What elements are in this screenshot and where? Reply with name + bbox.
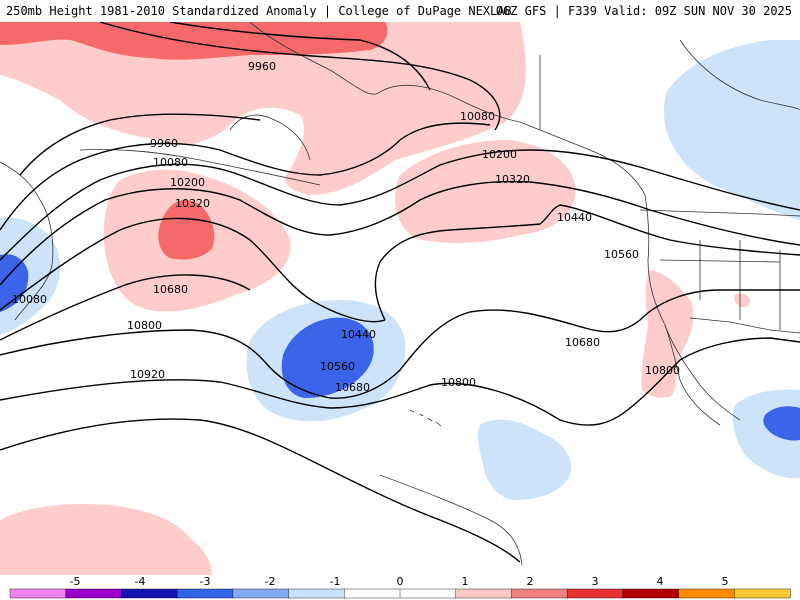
negative-anomaly-region: [664, 40, 800, 220]
contour-line: [0, 289, 800, 399]
colorbar-segment: [344, 588, 401, 599]
contour-line: [0, 149, 800, 261]
colorbar-tick-label: 2: [527, 575, 534, 588]
colorbar-tick-label: 3: [592, 575, 599, 588]
header-bar: 250mb Height 1981-2010 Standardized Anom…: [0, 0, 800, 22]
contour-label: 10440: [341, 328, 376, 341]
contour-line: [0, 217, 386, 323]
contour-line: [0, 122, 491, 231]
coastline-alaska: [249, 22, 521, 123]
hudson-bay-coast: [679, 39, 800, 111]
strong-negative-anomaly-region: [281, 317, 374, 398]
colorbar-segment: [121, 588, 178, 599]
colorbar-segments: [9, 588, 791, 599]
positive-anomaly-region: [641, 270, 694, 398]
contour-label: 10320: [175, 197, 210, 210]
contour-label: 9960: [150, 137, 178, 150]
contour-label: 10680: [153, 283, 188, 296]
positive-anomaly-region: [0, 503, 212, 575]
contour-label: 10080: [460, 110, 495, 123]
negative-anomaly-region: [0, 217, 61, 335]
coastline-north-america-west: [519, 121, 741, 421]
colorbar-segment: [455, 588, 513, 599]
colorbar-tick-label: 1: [462, 575, 469, 588]
colorbar-tick-label: 0: [397, 575, 404, 588]
colorbar-tick-label: -4: [135, 575, 146, 588]
strong-negative-anomaly-region: [0, 254, 29, 312]
contour-label: 10320: [495, 173, 530, 186]
aleutian-chain: [79, 149, 321, 186]
contour-label: 10920: [130, 368, 165, 381]
strong-negative-anomaly-region: [763, 406, 800, 441]
contour-line: [99, 22, 501, 131]
colorbar-tick-label: -5: [70, 575, 81, 588]
contour-line: [0, 337, 800, 426]
coastline-baja: [664, 324, 721, 426]
colorbar-segment: [511, 588, 568, 599]
map-title: 250mb Height 1981-2010 Standardized Anom…: [6, 4, 512, 18]
contour-label: 10200: [482, 148, 517, 161]
colorbar-segment: [176, 588, 234, 599]
contour-label: 10800: [645, 364, 680, 377]
contour-label: 10080: [12, 293, 47, 306]
contour-label: 10560: [604, 248, 639, 261]
colorbar-ticks: -5 -4 -3 -2 -1 0 1 2 3 4 5: [70, 575, 729, 588]
contour-line: [0, 418, 521, 563]
contour-labels: 9960 9960 10080 10080 10080 10200 10200 …: [12, 60, 680, 394]
colorbar-segment: [622, 588, 680, 599]
colorbar-segment: [288, 588, 345, 599]
contour-label: 10560: [320, 360, 355, 373]
contour-label: 10200: [170, 176, 205, 189]
colorbar-tick-label: -3: [200, 575, 211, 588]
contour-line: [169, 22, 431, 91]
colorbar-tick-label: -2: [265, 575, 276, 588]
colorbar-tick-label: 5: [722, 575, 729, 588]
contour-label: 10440: [557, 211, 592, 224]
colorbar-segment: [399, 588, 457, 599]
colorbar-segment: [734, 588, 791, 599]
negative-anomaly-region: [477, 419, 571, 500]
contour-line: [0, 180, 800, 286]
colorbar-segment: [566, 588, 624, 599]
positive-anomaly-region: [734, 293, 751, 308]
anomaly-map: 9960 9960 10080 10080 10080 10200 10200 …: [0, 22, 800, 575]
hawaii-islands: [409, 409, 442, 427]
positive-anomaly-region: [0, 22, 526, 195]
strong-positive-anomaly-region: [0, 22, 388, 60]
contour-label: 10680: [335, 381, 370, 394]
contour-label: 10680: [565, 336, 600, 349]
contour-label: 10800: [127, 319, 162, 332]
state-border: [659, 240, 781, 330]
colorbar-legend: -5 -4 -3 -2 -1 0 1 2 3 4 5: [9, 575, 791, 599]
coastline-east-asia: [0, 161, 54, 321]
height-contours: [0, 22, 800, 563]
colorbar-segment: [9, 588, 67, 599]
model-run-info: 06Z GFS | F339 Valid: 09Z SUN NOV 30 202…: [495, 4, 792, 18]
strong-negative-anomaly-shading: [0, 254, 800, 441]
coastline-alaska-south: [229, 114, 311, 161]
contour-line: [374, 204, 800, 321]
colorbar-segment: [65, 588, 123, 599]
colorbar-tick-label: 4: [657, 575, 664, 588]
contour-label: 9960: [248, 60, 276, 73]
us-mexico-border: [689, 317, 800, 334]
colorbar-segment: [232, 588, 290, 599]
canada-us-border: [639, 209, 800, 217]
coastlines-and-borders: [0, 22, 800, 566]
strong-positive-anomaly-shading: [0, 22, 388, 260]
colorbar-tick-label: -1: [330, 575, 341, 588]
contour-label: 10800: [441, 376, 476, 389]
south-america-coast: [379, 474, 523, 566]
contour-line: [19, 113, 261, 176]
contour-line: [0, 274, 251, 341]
strong-positive-anomaly-region: [158, 200, 215, 260]
colorbar-segment: [678, 588, 735, 599]
contour-label: 10080: [153, 156, 188, 169]
